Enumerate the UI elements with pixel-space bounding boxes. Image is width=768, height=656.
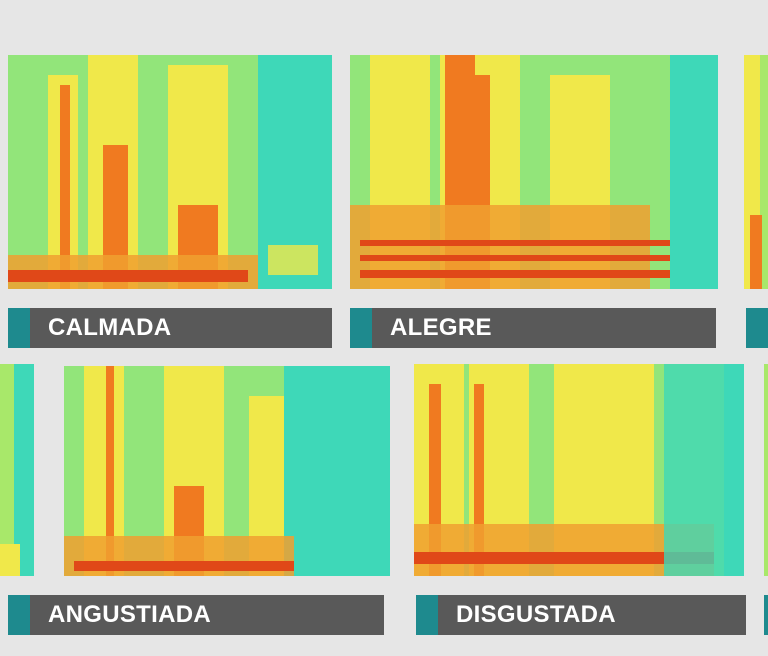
label-accent (764, 595, 768, 635)
spectrogram-disgustada (414, 364, 744, 576)
label-angustiada: ANGUSTIADA (8, 595, 384, 635)
label-disgustada: DISGUSTADA (416, 595, 746, 635)
label-text: ANGUSTIADA (30, 595, 384, 635)
spectrogram-partial-right-bottom (764, 364, 768, 576)
label-accent (746, 308, 768, 348)
label-text: CALMADA (30, 308, 332, 348)
label-accent (8, 308, 30, 348)
label-accent (416, 595, 438, 635)
spectrogram-angustiada (64, 366, 390, 576)
spectrogram-calmada (8, 55, 332, 289)
label-partial-right-bottom (764, 595, 768, 635)
label-alegre: ALEGRE (350, 308, 716, 348)
label-text: DISGUSTADA (438, 595, 746, 635)
spectrogram-partial-left-bottom (0, 364, 34, 576)
label-accent (8, 595, 30, 635)
label-text: ALEGRE (372, 308, 716, 348)
spectrogram-alegre (350, 55, 718, 289)
label-calmada: CALMADA (8, 308, 332, 348)
label-accent (350, 308, 372, 348)
label-partial-right-top (746, 308, 768, 348)
spectrogram-partial-right-top (744, 55, 768, 289)
